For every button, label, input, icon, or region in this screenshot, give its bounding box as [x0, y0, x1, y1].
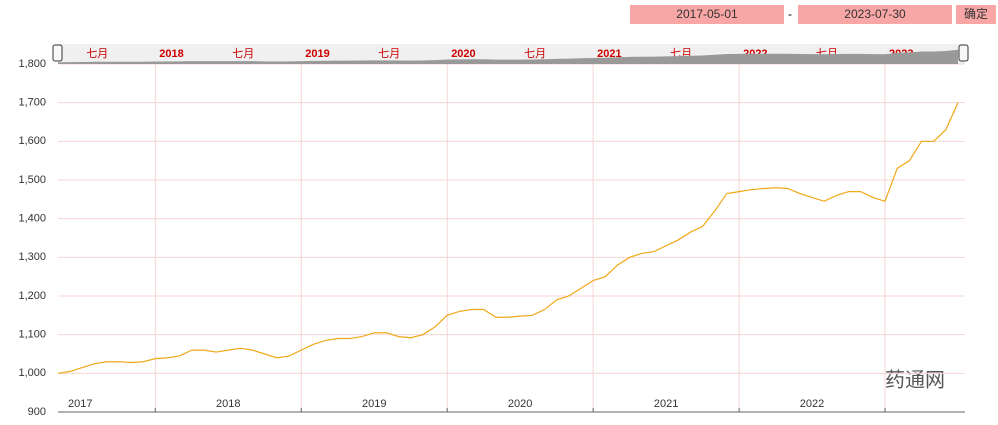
separator: - — [788, 7, 792, 21]
y-tick-label: 1,800 — [18, 58, 46, 70]
navigator-label: 2019 — [305, 48, 329, 60]
x-tick-label: 2022 — [800, 398, 824, 410]
navigator-label: 2020 — [451, 48, 475, 60]
date-to[interactable]: 2023-07-30 — [798, 5, 952, 24]
watermark: 药通网 — [885, 368, 945, 391]
confirm-button[interactable]: 确定 — [956, 5, 996, 24]
y-tick-label: 900 — [28, 406, 46, 418]
y-tick-label: 1,100 — [18, 329, 46, 341]
y-tick-label: 1,700 — [18, 97, 46, 109]
navigator-label: 七月 — [378, 47, 400, 60]
y-tick-label: 1,200 — [18, 290, 46, 302]
date-from[interactable]: 2017-05-01 — [630, 5, 784, 24]
x-tick-label: 2020 — [508, 398, 532, 410]
x-tick-label: 2021 — [654, 398, 678, 410]
x-tick-label: 2019 — [362, 398, 386, 410]
y-tick-label: 1,600 — [18, 135, 46, 147]
navigator-label: 2023 — [889, 48, 913, 60]
line-series — [57, 102, 959, 374]
x-tick-label: 2017 — [68, 398, 92, 410]
y-tick-label: 1,500 — [18, 174, 46, 186]
y-tick-label: 1,400 — [18, 213, 46, 225]
navigator-label: 2022 — [743, 48, 767, 60]
navigator-area — [58, 49, 958, 64]
navigator-label: 2018 — [159, 48, 183, 60]
navigator-label: 七月 — [816, 47, 838, 60]
navigator-label: 2021 — [597, 48, 621, 60]
navigator-label: 七月 — [86, 47, 108, 60]
x-tick-label: 2018 — [216, 398, 240, 410]
navigator — [58, 44, 965, 64]
navigator-label: 七月 — [524, 47, 546, 60]
navigator-label: 七月 — [232, 47, 254, 60]
navigator-label: 七月 — [670, 47, 692, 60]
navigator-handle-left — [52, 44, 63, 62]
y-tick-label: 1,000 — [18, 367, 46, 379]
navigator-handle-right — [958, 44, 969, 62]
y-tick-label: 1,300 — [18, 251, 46, 263]
